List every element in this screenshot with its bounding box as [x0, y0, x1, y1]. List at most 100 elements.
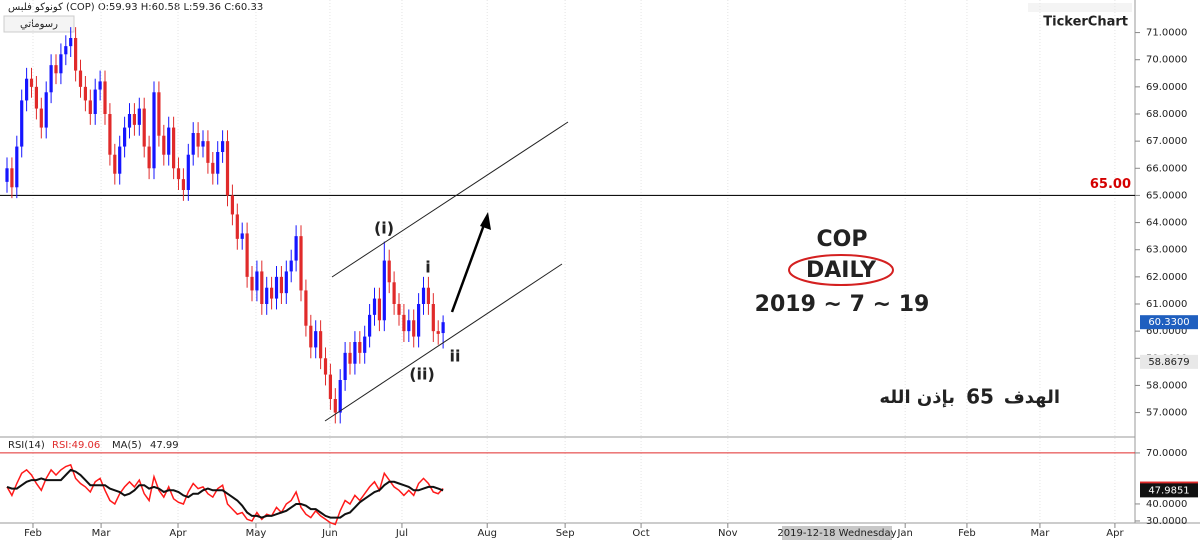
candle-body — [377, 298, 382, 321]
candle-body — [137, 108, 141, 125]
x-tick-label: Aug — [477, 528, 497, 539]
candle-body — [127, 114, 132, 128]
brand: TickerChart — [1043, 15, 1128, 30]
x-tick-label: Jun — [321, 528, 338, 539]
candle-body — [314, 331, 318, 348]
candle-body — [250, 276, 254, 291]
y-tick-label: 40.0000 — [1146, 499, 1187, 510]
candle-body — [363, 336, 367, 353]
candle-body — [260, 271, 264, 304]
x-tick-label: Jul — [395, 528, 408, 539]
arrow-head — [480, 212, 491, 230]
candle-body — [240, 233, 244, 239]
candle-body — [333, 399, 337, 413]
cursor-date-box — [782, 526, 892, 540]
candle-body — [387, 260, 391, 283]
arrow-shaft — [450, 221, 487, 313]
candle-body — [147, 146, 151, 169]
candle-body — [54, 65, 58, 74]
candle-body — [235, 214, 239, 239]
ma-legend: MA(5) — [112, 440, 142, 451]
candle-body — [113, 154, 117, 174]
x-tick-label: Mar — [1031, 528, 1051, 539]
candle-body — [338, 380, 342, 413]
y-tick-label: 57.0000 — [1146, 408, 1187, 419]
y-tick-label: 65.0000 — [1146, 190, 1187, 201]
target-word: الهدف — [1004, 387, 1060, 408]
candle-body — [348, 352, 352, 364]
candle-body — [152, 92, 156, 169]
x-tick-label: Apr — [169, 528, 187, 539]
tools-button[interactable] — [3, 15, 75, 33]
y-tick-label: 70.0000 — [1146, 448, 1187, 459]
candle-body — [343, 352, 347, 380]
y-tick-label: 67.0000 — [1146, 136, 1187, 147]
candle-body — [39, 108, 43, 128]
level-label: 65.00 — [1090, 177, 1131, 192]
y-tick-label: 68.0000 — [1146, 109, 1187, 120]
candle-body — [274, 276, 279, 299]
candle-body — [294, 236, 298, 261]
wave-label: (ii) — [409, 365, 435, 384]
rsi-tag: 47.9851 — [1148, 485, 1189, 496]
candle-body — [172, 127, 176, 169]
price-tag: 58.8679 — [1148, 357, 1189, 368]
candle-body — [5, 168, 9, 182]
y-tick-label: 69.0000 — [1146, 82, 1187, 93]
candle-body — [221, 141, 225, 152]
candle-body — [142, 108, 146, 147]
cursor-date: 2019-12-18 Wednesday — [777, 528, 896, 539]
x-tick-label: Feb — [958, 528, 976, 539]
candle-body — [225, 141, 230, 196]
tools-label: رسوماتي — [20, 19, 58, 30]
candle-body — [206, 141, 210, 163]
rsi-title: RSI(14) — [8, 440, 45, 451]
period-ellipse — [788, 254, 894, 286]
candle-body — [323, 358, 328, 375]
y-tick-label: 63.0000 — [1146, 245, 1187, 256]
candle-body — [191, 133, 195, 155]
y-tick-label: 70.0000 — [1146, 55, 1187, 66]
rsi-legend: RSI:49.06 — [52, 440, 100, 451]
candle-body — [270, 287, 274, 299]
candle-body — [25, 78, 29, 101]
price-tag-box — [1140, 354, 1198, 369]
candle-body — [353, 342, 357, 364]
x-tick-label: May — [246, 528, 267, 539]
candle-body — [441, 322, 445, 334]
candle-body — [88, 100, 92, 114]
wave-label: i — [425, 258, 430, 277]
candle-body — [216, 152, 220, 174]
target-value: 65 — [966, 385, 994, 409]
candle-body — [167, 127, 171, 155]
candle-body — [123, 127, 127, 147]
candle-body — [74, 38, 78, 71]
rsi-line — [6, 463, 444, 526]
target-note: بإذن الله — [879, 387, 955, 408]
date-note: 2019 ~ 7 ~ 19 — [755, 292, 930, 317]
candle-body — [245, 233, 249, 277]
candle-body — [29, 78, 34, 87]
candle-body — [426, 287, 431, 304]
candle-body — [436, 331, 440, 334]
y-tick-label: 71.0000 — [1146, 28, 1187, 39]
candle-body — [49, 65, 53, 93]
candle-body — [358, 342, 362, 353]
candle-body — [118, 146, 122, 174]
candle-body — [176, 168, 181, 180]
candle-body — [382, 260, 386, 321]
candle-body — [319, 331, 323, 359]
y-tick-label: 60.0000 — [1146, 326, 1187, 337]
candle-body — [162, 135, 166, 155]
y-tick-label: 61.0000 — [1146, 299, 1187, 310]
rsi-line — [6, 468, 444, 519]
candle-body — [421, 287, 426, 304]
candle-body — [78, 70, 83, 87]
window-buttons[interactable] — [1028, 3, 1132, 12]
price-tag: 60.3300 — [1148, 317, 1189, 328]
candle-body — [372, 298, 377, 315]
ma-value: 47.99 — [150, 440, 179, 451]
legend: كونوكو فلبس (COP) O:59.93 H:60.58 L:59.3… — [8, 2, 263, 13]
candle-body — [279, 276, 284, 294]
